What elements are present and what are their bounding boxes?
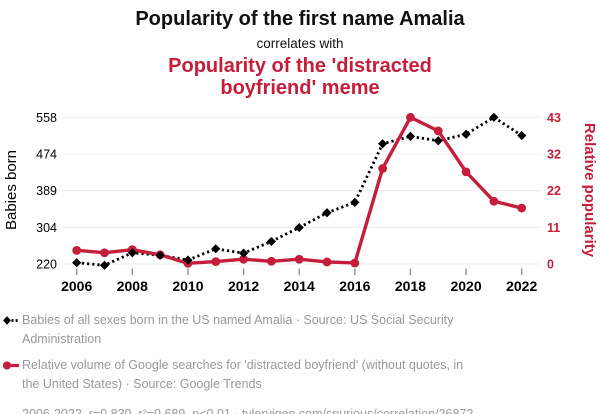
x-axis-tick: 2012: [228, 278, 259, 294]
x-axis-tick: 2010: [172, 278, 203, 294]
x-axis-tick: 2018: [395, 278, 426, 294]
meme-data-point: [406, 112, 415, 122]
babies-data-point: [405, 131, 416, 141]
babies-data-point: [322, 208, 332, 218]
meme-data-point: [350, 258, 360, 268]
gridlines-group: [62, 116, 540, 265]
babies-data-point: [489, 112, 499, 122]
babies-data-point: [266, 236, 276, 247]
right-axis-tick: 32: [547, 147, 561, 161]
left-axis-tick: 474: [36, 147, 57, 161]
babies-data-point: [155, 250, 165, 260]
diamond-dashed-marker-icon: [3, 316, 19, 325]
meme-data-point: [378, 164, 388, 173]
x-axis-tick: 2022: [506, 278, 537, 294]
circle-solid-marker-icon: [3, 361, 19, 370]
legend-label-babies: Babies of all sexes born in the US named…: [22, 313, 454, 346]
babies-data-point: [238, 248, 249, 258]
correlates-with-text: correlates with: [256, 36, 344, 51]
meme-data-point: [489, 196, 499, 206]
meme-data-point: [239, 254, 248, 264]
babies-data-point: [183, 255, 193, 265]
legend-label-meme: Relative volume of Google searches for '…: [22, 358, 464, 391]
x-axis-tick: 2020: [450, 278, 481, 294]
babies-data-point: [211, 244, 221, 254]
legend-item-babies: Babies of all sexes born in the US named…: [3, 311, 590, 349]
left-axis-tick: 304: [36, 221, 57, 235]
babies-data-point: [99, 260, 110, 270]
babies-data-point: [127, 248, 137, 258]
left-axis-title: Babies born: [3, 150, 20, 230]
meme-data-point: [461, 167, 471, 177]
meme-data-point: [433, 126, 443, 136]
babies-data-point: [294, 222, 304, 233]
left-axis-tick: 389: [36, 184, 57, 198]
right-axis-tick: 43: [547, 111, 561, 125]
x-axis-tick: 2008: [117, 278, 148, 294]
x-axis-tick: 2006: [61, 278, 92, 294]
meme-data-point: [322, 257, 332, 267]
meme-data-point: [211, 257, 221, 267]
meme-data-point: [517, 203, 527, 213]
x-axis-tick: 2014: [284, 278, 315, 294]
stats-footer: 2006-2022, r=0.830, r²=0.689, p<0.01 · t…: [22, 407, 474, 414]
meme-data-point: [72, 245, 82, 255]
right-axis-tick: 0: [547, 258, 554, 272]
legend-item-meme: Relative volume of Google searches for '…: [3, 356, 590, 394]
header: Popularity of the first name Amalia corr…: [0, 0, 600, 99]
left-axis-tick: 558: [36, 111, 57, 125]
babies-data-point: [72, 258, 82, 268]
right-axis-title: Relative popularity: [581, 123, 598, 258]
babies-data-point: [378, 139, 388, 149]
left-axis-tick: 220: [36, 258, 57, 272]
chart-title-primary: Popularity of the first name Amalia: [135, 8, 465, 30]
meme-data-point: [266, 256, 276, 266]
series-group: [72, 112, 527, 270]
series-babies-line: [76, 115, 523, 267]
babies-data-point: [433, 136, 443, 146]
right-axis-tick: 22: [547, 184, 561, 198]
meme-data-point: [294, 254, 304, 264]
babies-data-point: [461, 129, 471, 139]
x-axis-tick: 2016: [339, 278, 370, 294]
axis-ticks-group: 220 0 304 11 389 22 474 32 558 43 2006 2008 2010 2012…: [36, 111, 561, 294]
right-axis-tick: 11: [547, 221, 560, 235]
babies-data-point: [517, 130, 527, 141]
legend: Babies of all sexes born in the US named…: [0, 304, 600, 414]
chart-title-secondary: Popularity of the 'distracted boyfriend'…: [168, 55, 432, 99]
babies-data-point: [350, 197, 360, 207]
meme-data-point: [100, 248, 109, 258]
line-chart-plot: 220 0 304 11 389 22 474 32 558 43 2006 2008 2010 2012…: [3, 111, 598, 294]
